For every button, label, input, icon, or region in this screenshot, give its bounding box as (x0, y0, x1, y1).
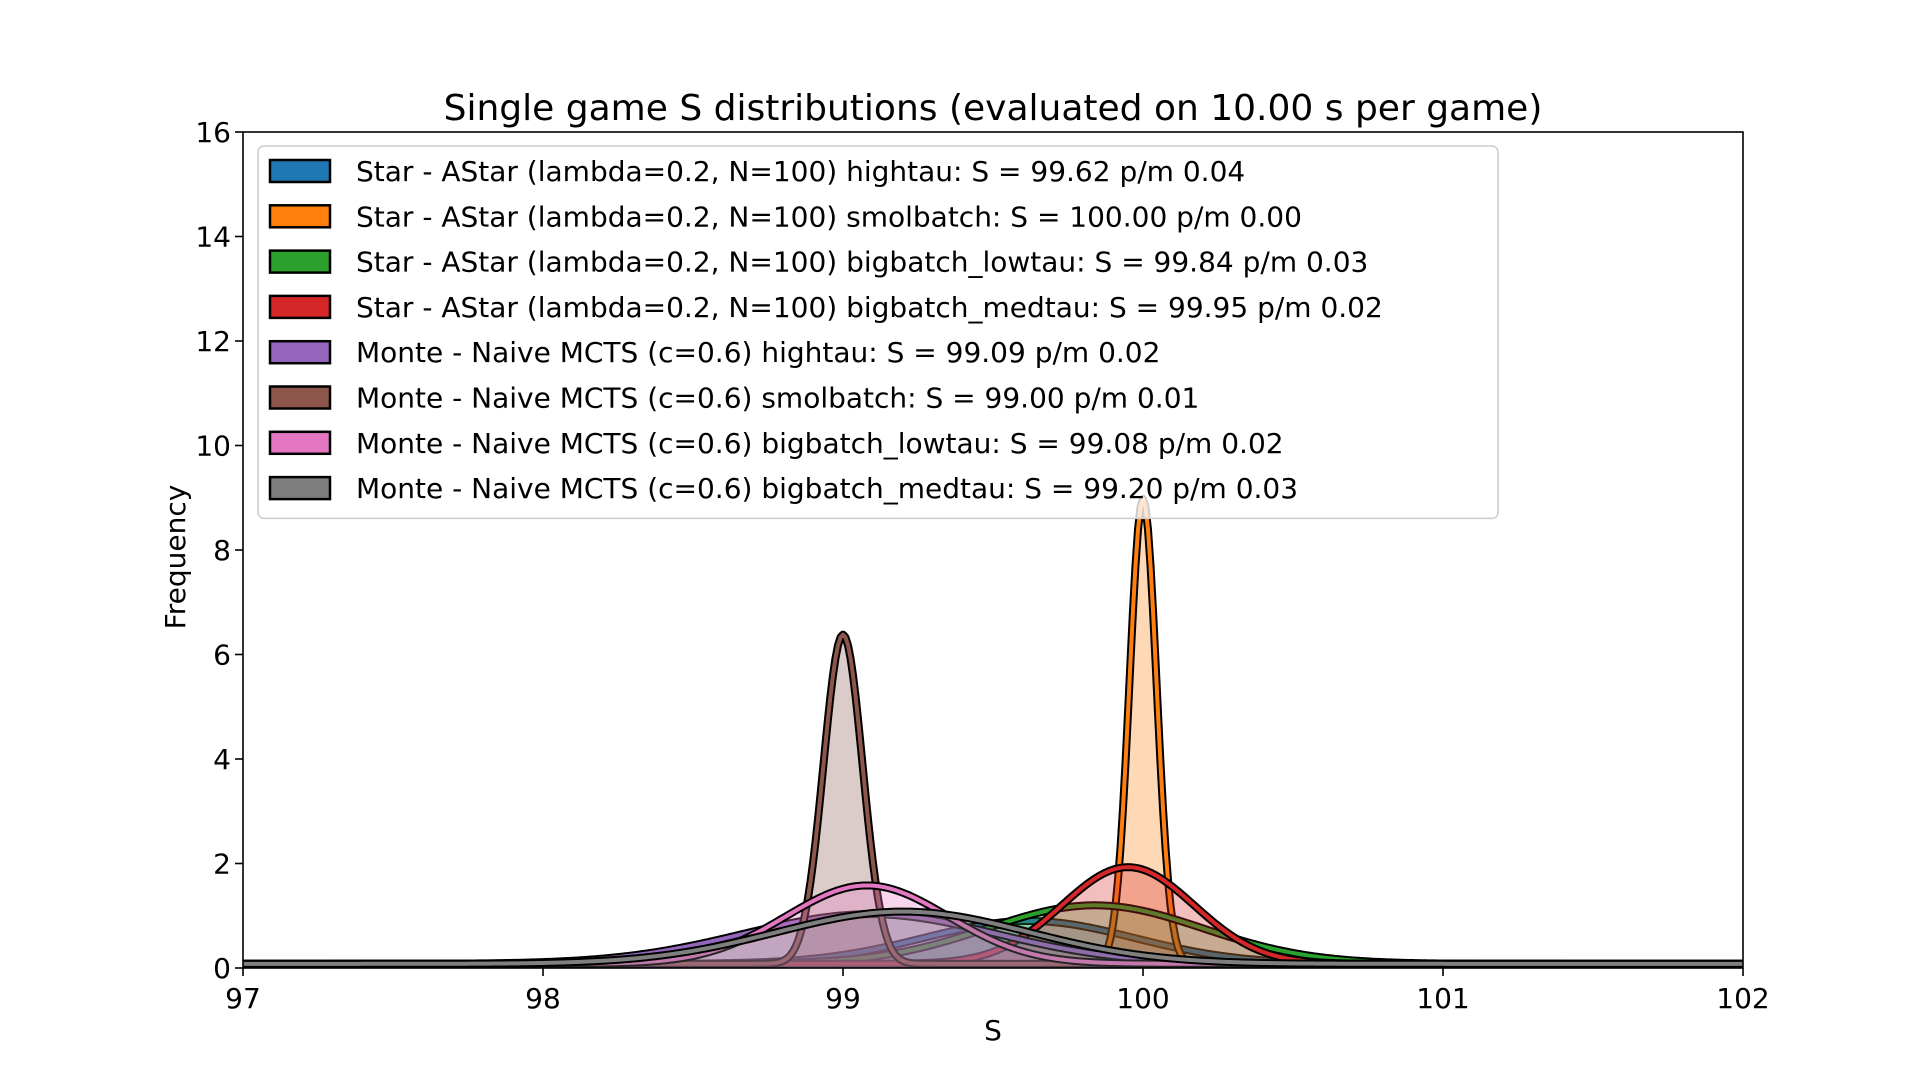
legend-swatch (268, 249, 332, 274)
series-area-6 (243, 885, 1743, 968)
legend-label: Star - AStar (lambda=0.2, N=100) smolbat… (356, 200, 1302, 233)
series-line-5 (243, 632, 1743, 966)
legend-label: Monte - Naive MCTS (c=0.6) hightau: S = … (356, 336, 1160, 369)
x-tick-label: 98 (525, 982, 561, 1015)
x-tick-label: 100 (1116, 982, 1169, 1015)
y-axis-label: Frequency (159, 485, 192, 630)
x-tick-label: 99 (825, 982, 861, 1015)
legend-swatch (268, 385, 332, 410)
x-tick-label: 97 (225, 982, 261, 1015)
legend-label: Star - AStar (lambda=0.2, N=100) bigbatc… (356, 246, 1368, 279)
y-tick-label: 4 (213, 743, 231, 776)
axes: 97 98 99 100 101 102 0 2 4 6 8 10 12 14 16 (195, 116, 1769, 1015)
legend-swatch (268, 339, 332, 365)
y-tick-label: 8 (213, 534, 231, 567)
series-outline-1 (243, 494, 1743, 968)
legend-label: Monte - Naive MCTS (c=0.6) bigbatch_medt… (356, 472, 1298, 505)
chart-title: Single game S distributions (evaluated o… (444, 88, 1543, 129)
legend: Star - AStar (lambda=0.2, N=100) hightau… (257, 145, 1499, 520)
series-line-1 (243, 496, 1743, 966)
y-tick-label: 10 (195, 430, 231, 463)
y-tick-label: 0 (213, 952, 231, 985)
y-tick-label: 12 (195, 325, 231, 358)
legend-label: Monte - Naive MCTS (c=0.6) bigbatch_lowt… (356, 427, 1284, 460)
series-line-7 (243, 909, 1743, 966)
series-outline-5 (243, 630, 1743, 968)
legend-label: Star - AStar (lambda=0.2, N=100) hightau… (356, 155, 1245, 188)
legend-label: Star - AStar (lambda=0.2, N=100) bigbatc… (356, 291, 1383, 324)
legend-swatch (268, 204, 332, 229)
y-tick-label: 16 (195, 116, 231, 149)
legend-box (257, 145, 1499, 520)
y-tick-label: 2 (213, 848, 231, 881)
legend-label: Monte - Naive MCTS (c=0.6) smolbatch: S … (356, 382, 1199, 415)
legend-swatch (268, 475, 332, 501)
series-curves (243, 494, 1743, 968)
series-area-5 (243, 634, 1743, 968)
legend-swatch (268, 158, 332, 184)
x-tick-label: 101 (1416, 982, 1469, 1015)
y-tick-label: 14 (195, 221, 231, 254)
series-area-1 (243, 498, 1743, 968)
x-tick-label: 102 (1716, 982, 1769, 1015)
legend-swatch (268, 430, 332, 456)
y-tick-label: 6 (213, 639, 231, 672)
legend-swatch (268, 294, 332, 320)
series-area-7 (243, 911, 1743, 968)
x-axis-label: S (984, 1014, 1002, 1047)
